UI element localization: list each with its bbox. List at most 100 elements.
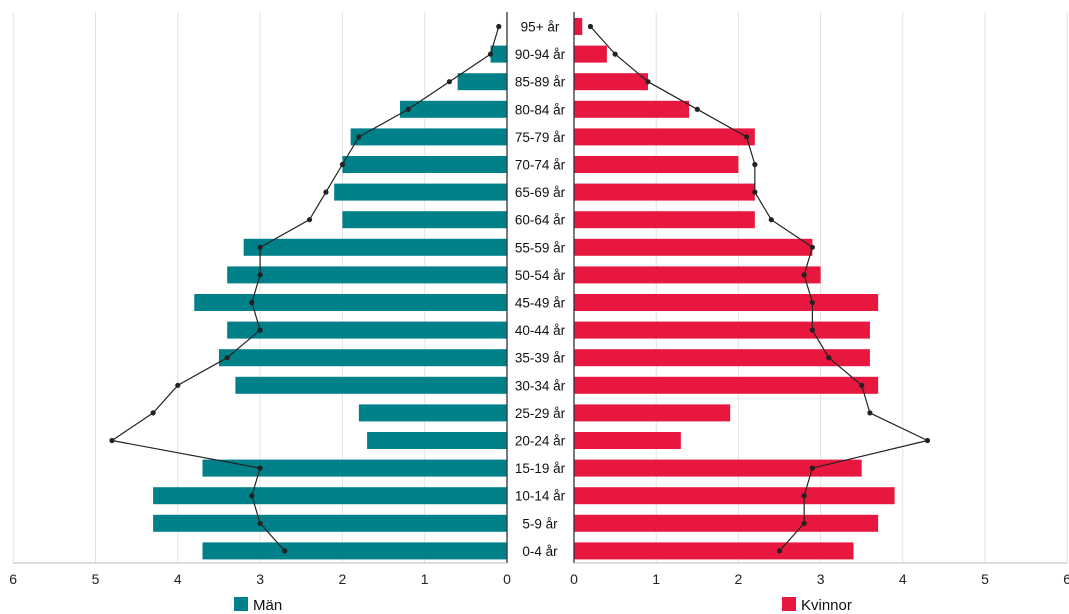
line-point-women [694,106,700,112]
legend-swatch-women [782,597,796,611]
gridlines [12,12,1068,563]
age-group-label: 60-64 år [515,213,566,228]
bar-women [574,266,821,284]
age-group-label: 25-29 år [515,406,566,421]
age-group-label: 70-74 år [515,158,566,173]
bar-men [334,183,507,201]
age-group-label: 0-4 år [522,544,558,559]
bar-men [350,128,507,146]
bar-women [574,211,755,229]
line-point-women [867,410,873,416]
age-group-label: 15-19 år [515,461,566,476]
line-point-women [809,244,815,250]
age-group-label: 20-24 år [515,434,566,449]
bar-women [574,294,879,311]
x-tick-label-right: 4 [899,571,907,587]
line-point-women [826,355,832,361]
x-tick-label-left: 2 [339,571,347,587]
x-tick-label-left: 6 [9,571,17,587]
age-group-label: 65-69 år [515,185,566,200]
x-tick-label-right: 2 [735,571,743,587]
bar-women [574,18,583,35]
age-group-label: 80-84 år [515,102,566,117]
bar-men [235,376,507,394]
legend-item-men: Män [234,597,282,614]
line-point-men [109,437,115,444]
line-point-men [496,23,502,30]
age-group-label: 10-14 år [515,489,566,504]
x-tick-label-left: 4 [174,571,182,587]
line-point-women [924,437,931,444]
age-group-label: 95+ år [521,20,560,35]
line-point-women [809,299,815,306]
legend-label-men: Män [253,597,282,614]
age-group-label: 75-79 år [515,130,566,145]
line-point-women [645,79,651,85]
line-point-men [175,382,181,388]
age-group-label: 5-9 år [522,516,558,531]
line-point-men [487,51,494,57]
age-group-label: 55-59 år [515,240,566,255]
line-point-women [752,161,758,168]
bar-women [574,349,870,367]
bar-men [358,404,507,422]
line-point-women [801,520,807,526]
x-tick-label-right: 5 [981,571,989,587]
bar-men [400,100,507,118]
bar-women [574,100,690,118]
bar-men [367,432,507,449]
bar-men [342,156,507,173]
bar-women [574,404,731,422]
bar-men [153,514,508,532]
legend-item-women: Kvinnor [782,597,852,614]
bar-women [574,128,755,146]
line-point-women [752,189,758,195]
comparison-line-men [110,26,500,552]
bar-men [342,211,507,229]
line-point-men [356,134,362,140]
line-point-women [612,51,618,57]
line-point-men [257,244,263,250]
bar-men [153,487,508,505]
line-point-men [282,548,288,554]
line-point-men [249,299,255,306]
line-point-men [339,161,345,168]
line-point-women [801,272,807,278]
bar-women [574,432,681,449]
legend: Män Kvinnor [234,597,852,614]
bar-women [574,376,879,394]
age-group-label: 45-49 år [515,296,566,311]
bar-women [574,156,739,173]
line-point-women [801,493,807,499]
age-group-label: 90-94 år [515,47,566,62]
x-tick-label-right: 3 [817,571,825,587]
women-bars [574,18,895,560]
line-point-men [405,106,411,112]
bar-women [574,183,755,201]
bar-men [227,266,507,284]
bar-women [574,487,895,505]
line-point-women [587,23,594,30]
bar-men [202,459,508,477]
bar-women [574,514,879,532]
legend-label-women: Kvinnor [801,597,852,614]
line-point-men [150,410,156,416]
age-group-label: 30-34 år [515,378,566,393]
line-point-women [768,217,774,223]
bar-women [574,542,854,560]
line-point-men [257,272,263,278]
age-group-label: 40-44 år [515,323,566,338]
bar-women [574,459,862,477]
line-point-men [257,465,263,471]
x-tick-label-right: 0 [570,571,578,587]
age-group-label: 50-54 år [515,268,566,283]
line-point-women [776,548,783,554]
men-comparison-line [109,23,502,554]
bar-women [574,45,607,63]
bar-women [574,321,870,339]
women-comparison-line [587,23,931,554]
line-point-men [446,79,452,85]
x-tick-label-left: 5 [92,571,100,587]
x-tick-label-right: 6 [1063,571,1069,587]
